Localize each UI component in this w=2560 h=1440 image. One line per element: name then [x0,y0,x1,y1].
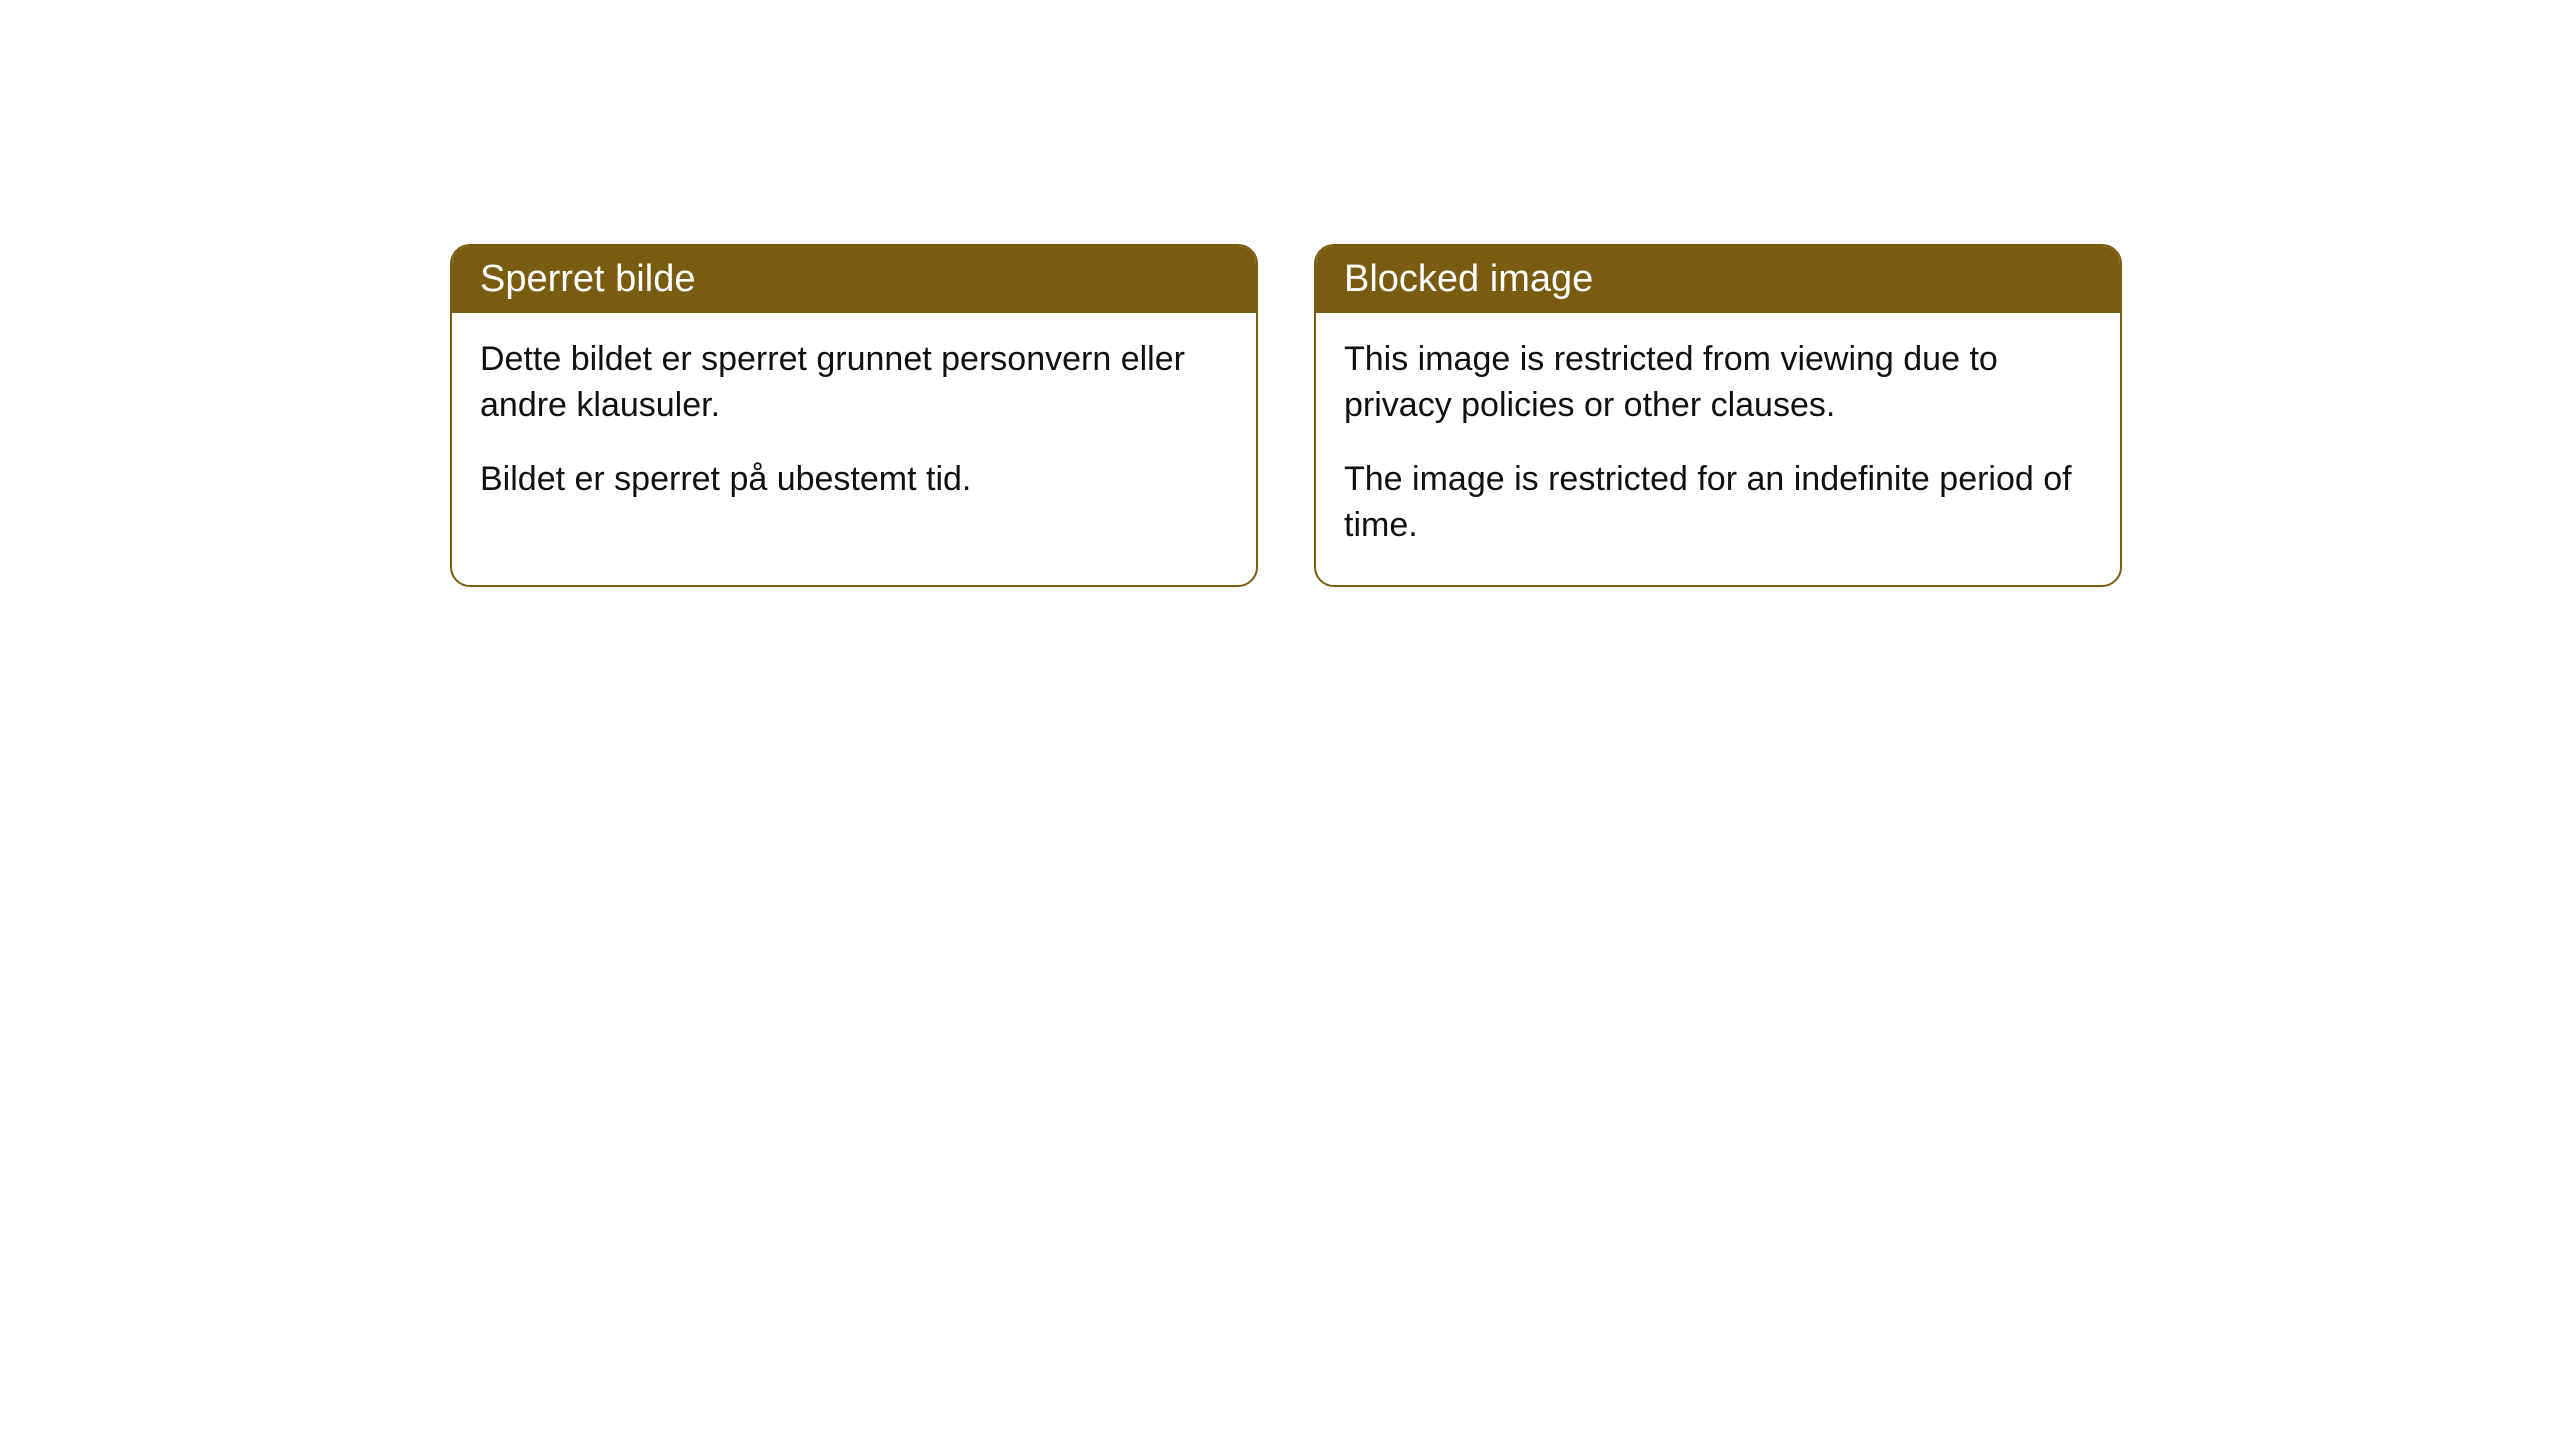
card-paragraph: Dette bildet er sperret grunnet personve… [480,337,1228,429]
card-body: Dette bildet er sperret grunnet personve… [452,313,1256,539]
card-header: Sperret bilde [452,246,1256,313]
card-paragraph: This image is restricted from viewing du… [1344,337,2092,429]
blocked-image-card-norwegian: Sperret bilde Dette bildet er sperret gr… [450,244,1258,587]
card-header: Blocked image [1316,246,2120,313]
card-paragraph: Bildet er sperret på ubestemt tid. [480,457,1228,503]
card-paragraph: The image is restricted for an indefinit… [1344,457,2092,549]
blocked-image-card-english: Blocked image This image is restricted f… [1314,244,2122,587]
card-body: This image is restricted from viewing du… [1316,313,2120,585]
notice-cards-container: Sperret bilde Dette bildet er sperret gr… [0,0,2560,587]
